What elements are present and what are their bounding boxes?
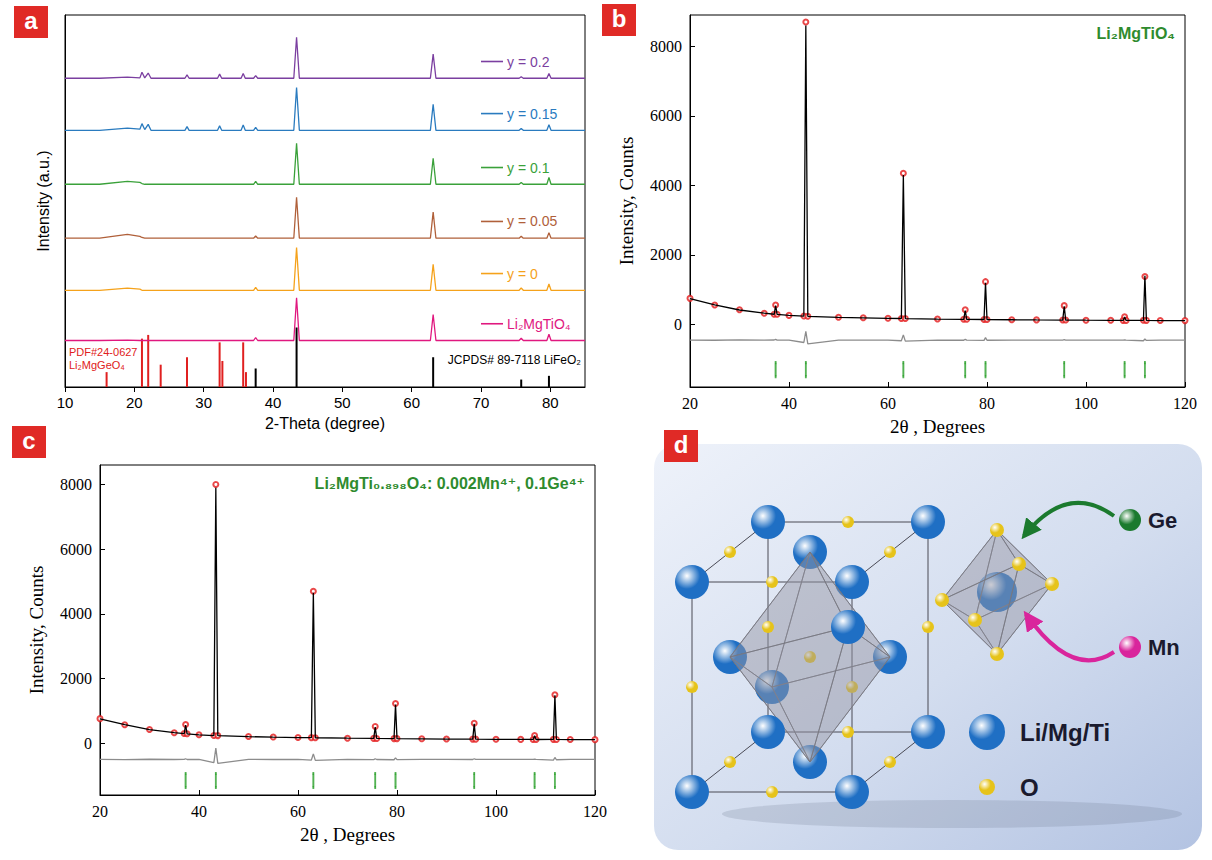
svg-text:2θ , Degrees: 2θ , Degrees [890,416,985,437]
svg-text:y = 0.2: y = 0.2 [507,54,550,70]
svg-text:Li₂MgTiO₄: Li₂MgTiO₄ [1097,25,1175,42]
svg-text:Intensity, Counts: Intensity, Counts [616,137,637,266]
svg-text:Mn: Mn [1148,635,1180,660]
svg-text:PDF#24-0627: PDF#24-0627 [69,346,138,358]
svg-text:80: 80 [542,394,559,411]
svg-text:2000: 2000 [60,670,92,687]
svg-text:y = 0.1: y = 0.1 [507,160,550,176]
svg-text:Li₂MgTiO₄: Li₂MgTiO₄ [507,316,571,332]
svg-text:100: 100 [484,803,508,820]
svg-text:60: 60 [880,395,896,412]
svg-text:6000: 6000 [650,107,682,124]
svg-text:40: 40 [191,803,207,820]
svg-text:y = 0.05: y = 0.05 [507,213,557,229]
svg-text:0: 0 [674,316,682,333]
svg-text:Li₂MgGeO₄: Li₂MgGeO₄ [69,359,125,371]
svg-text:0: 0 [84,735,92,752]
html-text:d: d [673,431,689,458]
svg-text:2-Theta (degree): 2-Theta (degree) [265,415,385,432]
svg-text:70: 70 [473,394,490,411]
svg-text:80: 80 [979,395,995,412]
svg-text:2θ , Degrees: 2θ , Degrees [300,824,395,845]
svg-text:40: 40 [265,394,282,411]
svg-text:8000: 8000 [60,476,92,493]
svg-text:20: 20 [126,394,143,411]
html-text:b: b [611,5,627,32]
svg-text:120: 120 [1173,395,1197,412]
svg-text:4000: 4000 [650,177,682,194]
svg-text:Ge: Ge [1148,508,1177,533]
svg-text:Li₂MgTi₀.₈₉₈O₄: 0.002Mn⁴⁺, 0.1: Li₂MgTi₀.₈₉₈O₄: 0.002Mn⁴⁺, 0.1Ge⁴⁺ [315,475,585,492]
html-text:c: c [22,427,36,454]
svg-text:Li/Mg/Ti: Li/Mg/Ti [1020,719,1110,746]
svg-text:120: 120 [583,803,607,820]
svg-text:Intensity, Counts: Intensity, Counts [26,566,47,695]
svg-text:20: 20 [682,395,698,412]
svg-text:50: 50 [334,394,351,411]
svg-text:40: 40 [781,395,797,412]
svg-text:10: 10 [57,394,74,411]
svg-text:JCPDS# 89-7118 LiFeO₂: JCPDS# 89-7118 LiFeO₂ [448,353,582,367]
svg-text:2000: 2000 [650,246,682,263]
svg-text:60: 60 [403,394,420,411]
svg-text:Intensity (a.u.): Intensity (a.u.) [35,150,52,251]
svg-text:30: 30 [195,394,212,411]
svg-text:6000: 6000 [60,541,92,558]
svg-text:O: O [1020,774,1039,801]
svg-text:60: 60 [290,803,306,820]
svg-text:100: 100 [1074,395,1098,412]
svg-text:80: 80 [389,803,405,820]
svg-text:8000: 8000 [650,38,682,55]
svg-text:4000: 4000 [60,605,92,622]
svg-text:20: 20 [92,803,108,820]
svg-text:y = 0.15: y = 0.15 [507,106,557,122]
svg-text:y = 0: y = 0 [507,266,538,282]
html-text:a: a [24,7,38,34]
